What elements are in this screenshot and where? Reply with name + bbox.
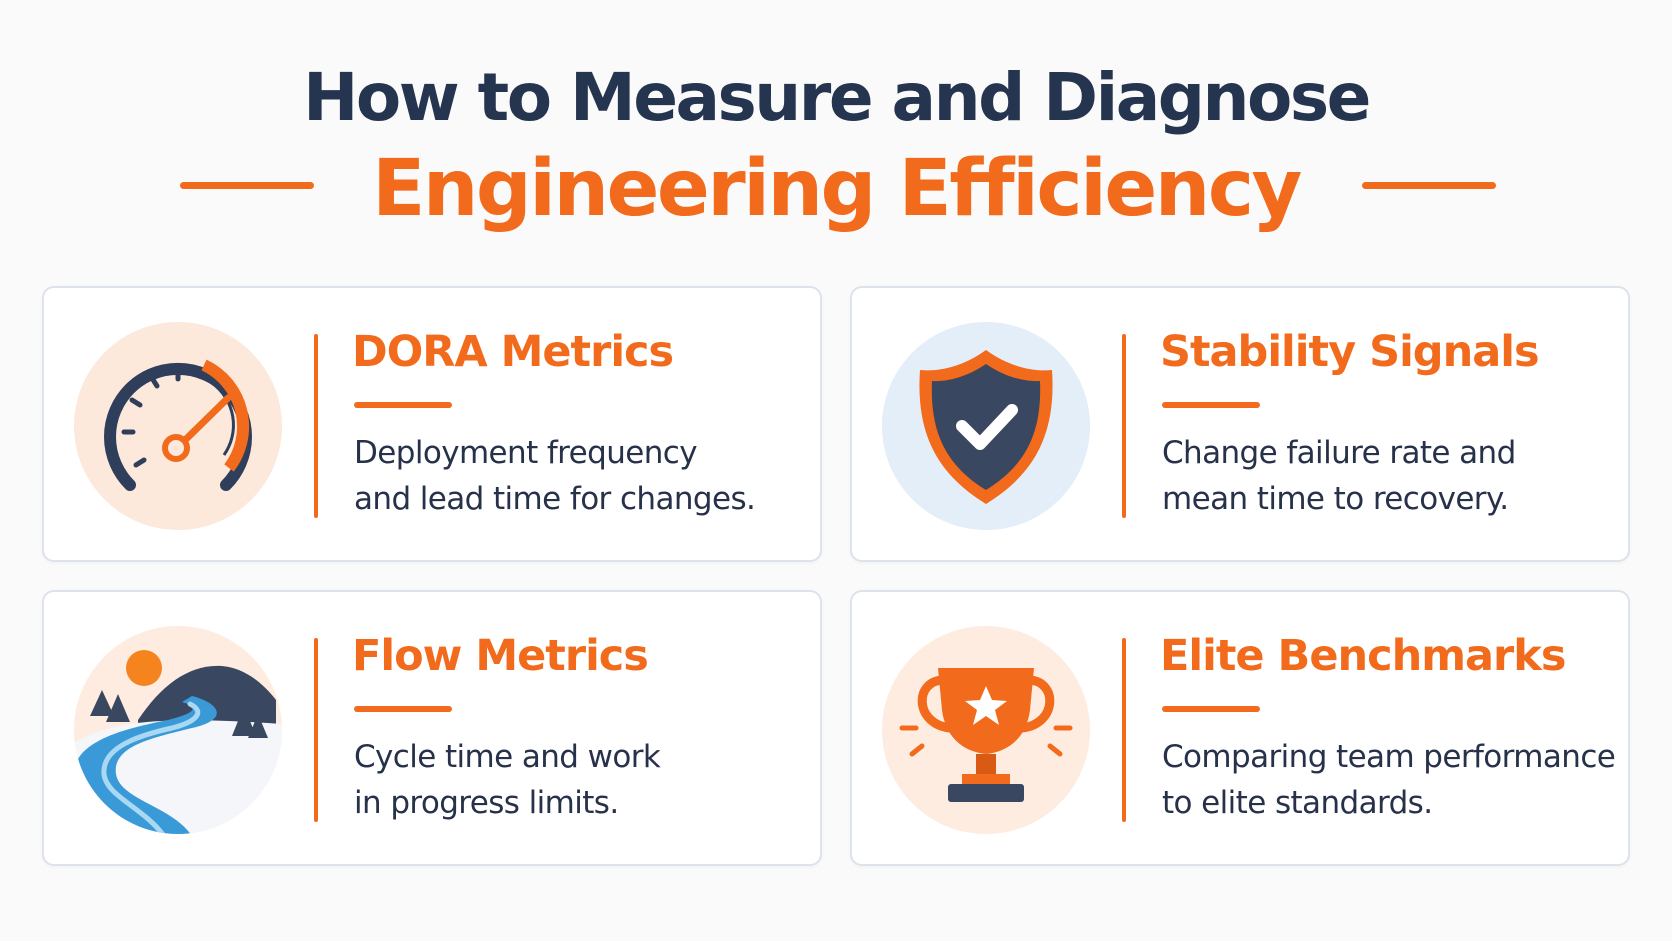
river-landscape-icon xyxy=(72,624,284,836)
card-title-underline xyxy=(354,706,452,712)
card-title: Stability Signals xyxy=(1160,327,1540,377)
card-divider xyxy=(314,334,318,518)
card-title-underline xyxy=(354,402,452,408)
card-divider xyxy=(314,638,318,822)
card-description: Comparing team performance to elite stan… xyxy=(1162,734,1632,826)
card-title-underline xyxy=(1162,706,1260,712)
card-description-line: and lead time for changes. xyxy=(354,481,756,517)
card-title: Flow Metrics xyxy=(352,631,649,681)
card-description-line: in progress limits. xyxy=(354,785,619,821)
card-title: DORA Metrics xyxy=(352,327,674,377)
card-description-line: Deployment frequency xyxy=(354,435,698,471)
card-stability-signals: Stability Signals Change failure rate an… xyxy=(850,286,1630,562)
page-subtitle: Engineering Efficiency xyxy=(372,144,1302,234)
trophy-icon xyxy=(880,624,1092,836)
card-description-line: mean time to recovery. xyxy=(1162,481,1509,517)
card-divider xyxy=(1122,638,1126,822)
title-rule-right xyxy=(1362,182,1496,189)
title-rule-left xyxy=(180,182,314,189)
card-divider xyxy=(1122,334,1126,518)
card-description: Deployment frequency and lead time for c… xyxy=(354,430,824,522)
page-title: How to Measure and Diagnose xyxy=(303,59,1371,136)
card-description: Cycle time and work in progress limits. xyxy=(354,734,824,826)
card-title-underline xyxy=(1162,402,1260,408)
card-description: Change failure rate and mean time to rec… xyxy=(1162,430,1632,522)
card-description-line: Cycle time and work xyxy=(354,739,661,775)
card-description-line: to elite standards. xyxy=(1162,785,1433,821)
card-elite-benchmarks: Elite Benchmarks Comparing team performa… xyxy=(850,590,1630,866)
card-title: Elite Benchmarks xyxy=(1160,631,1566,681)
speedometer-icon xyxy=(72,320,284,532)
card-flow-metrics: Flow Metrics Cycle time and work in prog… xyxy=(42,590,822,866)
shield-check-icon xyxy=(880,320,1092,532)
card-dora-metrics: DORA Metrics Deployment frequency and le… xyxy=(42,286,822,562)
card-description-line: Comparing team performance xyxy=(1162,739,1616,775)
card-description-line: Change failure rate and xyxy=(1162,435,1516,471)
